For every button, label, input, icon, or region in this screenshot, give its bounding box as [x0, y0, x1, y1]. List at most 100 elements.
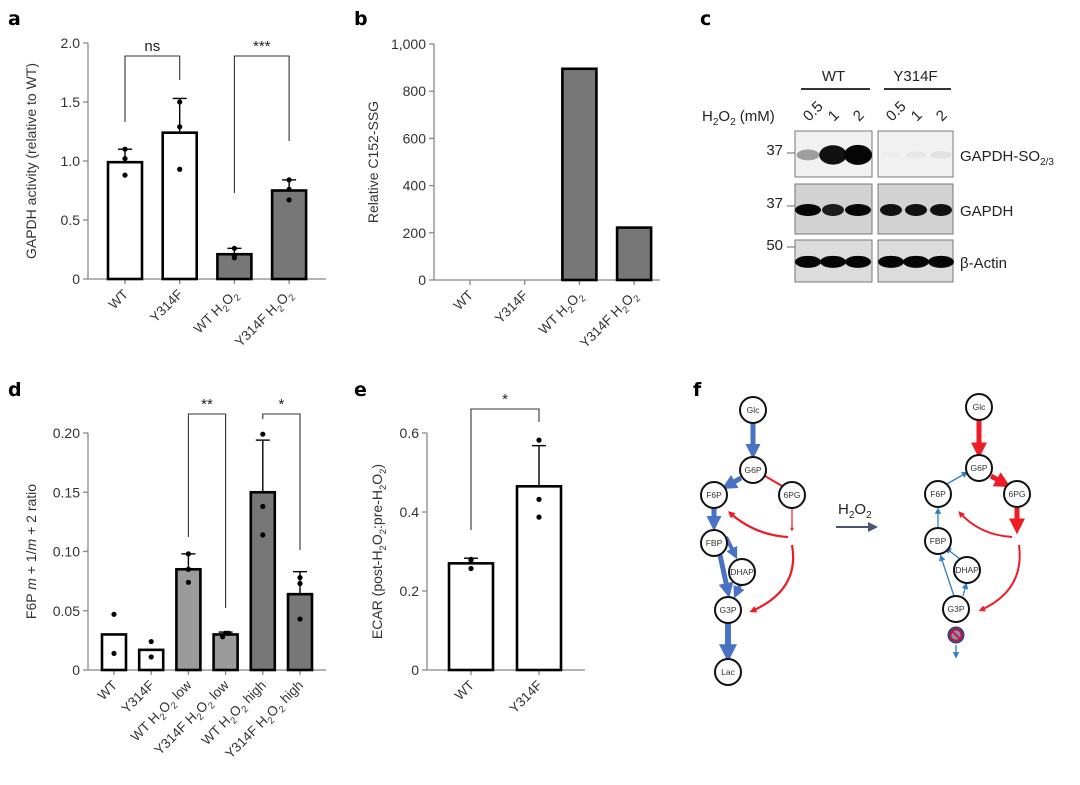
- pathway-node: [942, 595, 970, 623]
- label-part: + 1/: [23, 550, 39, 578]
- pathway-node: [739, 456, 767, 484]
- subscript: 2: [378, 545, 389, 550]
- blot-band: [905, 151, 927, 159]
- mw-marker: 50: [766, 237, 783, 254]
- bar: [161, 131, 198, 281]
- blot-band: [878, 255, 904, 268]
- flux-arrow: [721, 475, 743, 489]
- y-tick-label: 1.5: [61, 94, 81, 110]
- node-label: FBP: [706, 538, 723, 548]
- subscript: 2: [713, 117, 719, 128]
- significance-bracket: [470, 408, 540, 530]
- significance-bracket: [124, 55, 181, 122]
- y-axis-label: F6P m + 1/m + 2 ratio: [23, 484, 39, 619]
- blot-row-label: GAPDH: [960, 203, 1013, 220]
- cat-label-part: Y314F H: [232, 301, 280, 349]
- x-tick-label: WT: [451, 288, 476, 313]
- node-label: Glc: [973, 402, 987, 412]
- cat-label-part: high: [238, 678, 269, 709]
- data-point: [468, 556, 474, 563]
- subscript: 2: [730, 117, 736, 128]
- subscript: 2: [169, 700, 181, 712]
- y-tick-label: 0.10: [53, 544, 80, 560]
- label-part: O: [369, 474, 385, 485]
- y-tick-label: 0.5: [61, 212, 81, 228]
- y-tick-label: 200: [403, 225, 427, 241]
- y-tick-label: 0.20: [53, 425, 80, 441]
- data-point: [286, 177, 292, 183]
- node-label: FBP: [930, 536, 947, 546]
- pathway-node: [924, 527, 952, 555]
- subscript: 2: [240, 704, 252, 716]
- subscript: 2: [378, 529, 389, 534]
- label-part: O: [854, 501, 866, 518]
- data-point: [177, 99, 183, 105]
- subscript: 2: [577, 293, 589, 305]
- subscript: 2: [849, 510, 855, 521]
- blocked-icon-slash: [951, 630, 961, 640]
- dose-label: 2: [933, 107, 951, 125]
- label-part: ): [369, 464, 385, 469]
- bar: [561, 67, 598, 282]
- blot-band: [905, 204, 927, 216]
- x-tick-label: Y314F: [147, 287, 186, 326]
- pathway-node: [739, 396, 767, 424]
- label-part: H: [702, 108, 713, 125]
- subscript: 2: [195, 711, 207, 723]
- dose-label: 1: [908, 107, 926, 125]
- blot-band: [928, 255, 954, 268]
- significance-label: ns: [144, 38, 160, 55]
- node-label: F6P: [930, 489, 946, 499]
- pathway-node: [1003, 480, 1031, 508]
- bar: [286, 592, 314, 672]
- subscript: 2: [221, 303, 233, 315]
- blot-band: [880, 204, 902, 216]
- bar: [212, 633, 239, 672]
- ppp-return-arrow: [978, 544, 1021, 612]
- mw-marker: 37: [766, 195, 783, 212]
- flux-arrow: [717, 554, 734, 598]
- y-tick-label: 400: [403, 178, 427, 194]
- blot-row-label: GAPDH-SO2/3: [960, 148, 1054, 168]
- x-tick-label: WT: [95, 678, 120, 703]
- blot-band: [930, 151, 952, 159]
- x-tick-label: Y314F: [492, 288, 531, 327]
- y-tick-label: 600: [403, 130, 427, 146]
- reverse-flux: [961, 582, 969, 597]
- pathway-node: [700, 529, 728, 557]
- pathway-node: [700, 481, 728, 509]
- blot-band: [795, 204, 821, 216]
- flux-arrow: [989, 472, 1011, 488]
- panel-label-b: b: [354, 8, 368, 30]
- ppp-return-arrow: [727, 511, 789, 539]
- blot-band: [820, 255, 846, 268]
- subscript: 2: [228, 715, 240, 727]
- label-part: F6P: [23, 590, 39, 619]
- significance-label: ***: [253, 38, 271, 55]
- subscript: 2: [287, 292, 299, 304]
- reverse-flux: [946, 471, 969, 485]
- blot-band: [845, 204, 871, 216]
- pathway-node: [714, 596, 742, 624]
- label-part: + 2 ratio: [23, 484, 39, 539]
- blot-row-label: β-Actin: [960, 255, 1007, 272]
- significance-bracket: [233, 55, 290, 193]
- label-part: m: [23, 578, 39, 590]
- bar: [447, 562, 495, 672]
- data-point: [536, 496, 542, 502]
- node-label: G6P: [744, 465, 761, 475]
- blot-band: [819, 145, 847, 165]
- data-point: [231, 245, 237, 251]
- node-label: F6P: [706, 490, 722, 500]
- blot-band: [930, 204, 952, 216]
- pathway-node: [965, 454, 993, 482]
- data-point: [111, 650, 117, 657]
- subscript: 2: [266, 715, 278, 727]
- label-part: O: [369, 534, 385, 545]
- label-part: H: [838, 501, 849, 518]
- subscript: 2: [378, 469, 389, 474]
- blot-band: [796, 149, 820, 161]
- y-tick-label: 1.0: [61, 153, 81, 169]
- label-part: :pre-H: [369, 490, 385, 529]
- data-point: [297, 574, 303, 581]
